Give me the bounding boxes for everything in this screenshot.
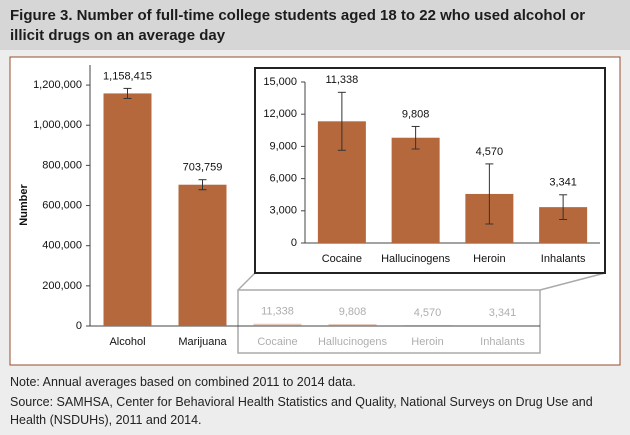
value-label: 4,570 — [476, 146, 504, 158]
error-bar — [337, 91, 346, 151]
y-tick-label: 3,000 — [269, 205, 297, 217]
value-label: 1,158,415 — [103, 70, 152, 82]
y-tick-label: 800,000 — [42, 159, 82, 171]
y-tick-label: 0 — [76, 320, 82, 332]
error-bar — [485, 163, 494, 225]
connector — [237, 272, 256, 291]
error-bar — [198, 179, 207, 191]
x-tick-label: Hallucinogens — [318, 336, 388, 348]
x-tick-label: Marijuana — [178, 336, 227, 348]
bar — [253, 323, 302, 326]
value-label: 9,808 — [402, 108, 430, 120]
y-tick-label: 400,000 — [42, 240, 82, 252]
figure-title: Figure 3. Number of full-time college st… — [0, 0, 630, 50]
bar — [478, 325, 527, 326]
source: Source: SAMHSA, Center for Behavioral He… — [10, 395, 593, 427]
y-tick-label: 9,000 — [269, 140, 297, 152]
y-tick-label: 15,000 — [263, 76, 297, 88]
bar — [103, 93, 152, 327]
bar — [403, 325, 452, 326]
x-tick-label: Cocaine — [257, 336, 297, 348]
y-axis-title: Number — [18, 184, 30, 226]
y-tick-label: 12,000 — [263, 108, 297, 120]
y-tick-label: 6,000 — [269, 173, 297, 185]
y-tick-label: 200,000 — [42, 280, 82, 292]
value-label: 9,808 — [339, 306, 367, 318]
y-tick-label: 1,000,000 — [33, 119, 82, 131]
value-label: 703,759 — [183, 162, 223, 174]
bar — [391, 137, 440, 243]
x-tick-label: Cocaine — [322, 253, 362, 265]
x-tick-label: Heroin — [473, 253, 505, 265]
error-bar — [411, 125, 420, 150]
bar — [328, 324, 377, 326]
x-tick-label: Inhalants — [480, 336, 525, 348]
x-tick-label: Inhalants — [541, 253, 586, 265]
inset-source-box — [237, 289, 541, 354]
bar — [178, 184, 227, 326]
x-tick-label: Hallucinogens — [381, 253, 451, 265]
y-tick-label: 1,200,000 — [33, 79, 82, 91]
value-label: 3,341 — [549, 177, 577, 189]
y-tick-label: 600,000 — [42, 199, 82, 211]
x-tick-label: Alcohol — [109, 336, 145, 348]
value-label: 11,338 — [325, 74, 358, 86]
connector — [539, 272, 606, 291]
value-label: 11,338 — [261, 306, 294, 318]
error-bar — [559, 194, 568, 220]
value-label: 4,570 — [414, 307, 442, 319]
error-bar — [123, 87, 132, 99]
value-label: 3,341 — [489, 307, 517, 319]
note: Note: Annual averages based on combined … — [10, 375, 356, 389]
x-tick-label: Heroin — [411, 336, 443, 348]
y-tick-label: 0 — [291, 237, 297, 249]
